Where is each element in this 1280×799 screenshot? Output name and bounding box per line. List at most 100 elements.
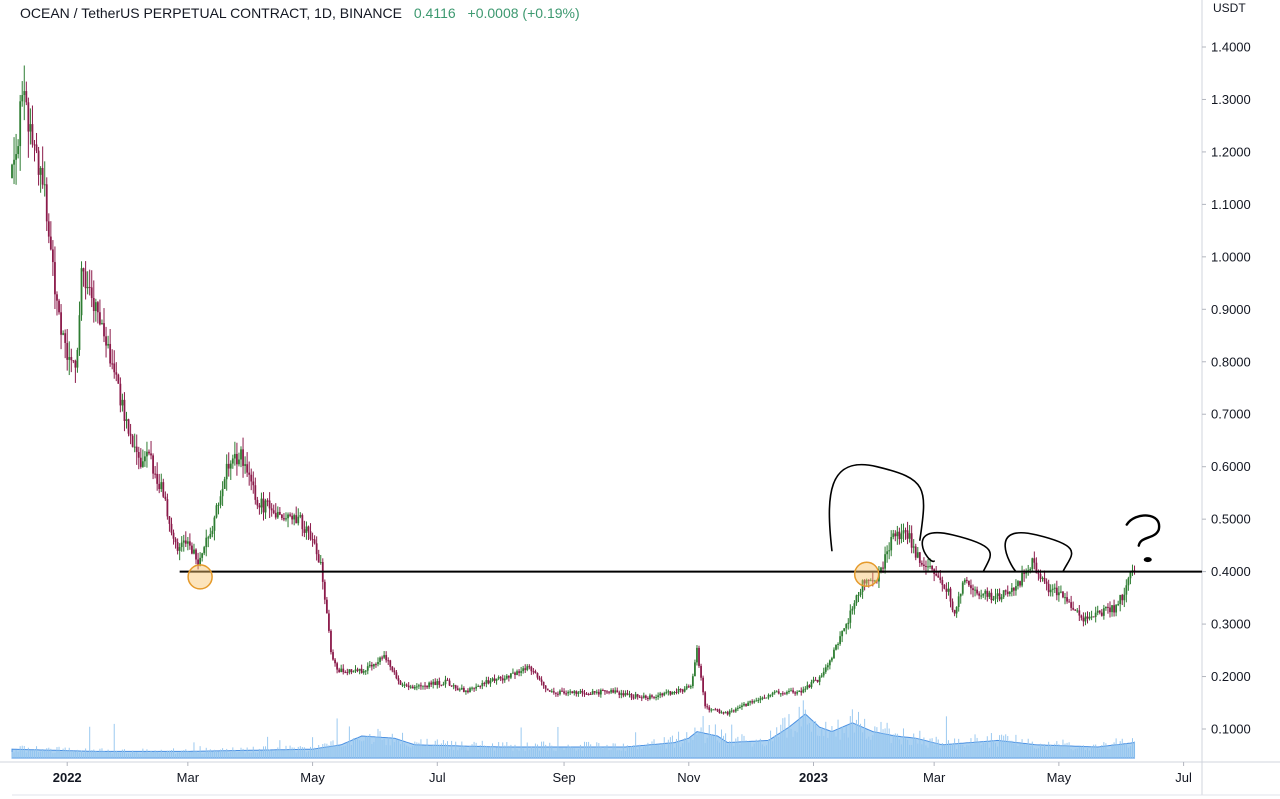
candle-body — [119, 383, 122, 406]
candle-body — [213, 517, 216, 531]
candle-body — [814, 679, 817, 681]
candle-body — [1070, 602, 1073, 608]
candle-body — [1047, 583, 1050, 593]
candle-body — [599, 690, 602, 695]
candle-body — [552, 691, 555, 693]
time-tick-label: Mar — [923, 770, 946, 785]
candle-body — [824, 667, 827, 672]
candle-body — [524, 668, 527, 670]
candle-body — [708, 707, 711, 711]
candle-body — [150, 453, 152, 456]
candle-body — [557, 693, 559, 695]
price-tick-label: 0.6000 — [1211, 459, 1251, 474]
candle-body — [528, 666, 531, 668]
candle-body — [679, 688, 682, 690]
candle-body — [74, 360, 77, 368]
candle-body — [994, 595, 997, 599]
candle-body — [109, 343, 112, 364]
time-tick-label: 2022 — [53, 770, 82, 785]
candle-body — [154, 473, 157, 475]
candle-body — [1015, 586, 1017, 591]
candle-body — [278, 511, 281, 515]
candle-body — [718, 709, 721, 713]
candle-body — [943, 584, 946, 589]
candle-body — [195, 549, 197, 560]
candle-body — [72, 360, 75, 362]
candle-body — [422, 685, 424, 687]
candle-body — [491, 678, 494, 681]
candle-body — [1125, 585, 1128, 595]
candle-body — [186, 541, 189, 544]
candle-body — [1045, 581, 1048, 584]
candle-body — [945, 588, 948, 592]
candle-body — [573, 691, 576, 694]
candle-body — [37, 150, 40, 175]
candle-body — [166, 499, 169, 517]
candle-body — [540, 679, 543, 682]
candle-body — [671, 692, 674, 695]
candle-body — [755, 700, 758, 702]
candle-body — [792, 690, 794, 693]
candle-body — [462, 687, 465, 692]
candle-body — [965, 579, 968, 581]
candle-body — [831, 658, 833, 661]
candle-body — [465, 690, 467, 692]
candle-body — [1117, 604, 1120, 606]
candle-body — [51, 249, 54, 263]
candle-body — [252, 481, 255, 486]
candle-body — [223, 479, 226, 489]
candle-body — [1121, 594, 1124, 601]
candle-body — [608, 691, 610, 693]
candle-body — [937, 575, 940, 578]
candle-body — [395, 672, 398, 679]
candle-body — [1043, 577, 1046, 582]
time-tick-label: 2023 — [799, 770, 828, 785]
candle-body — [1127, 578, 1130, 586]
candle-body — [972, 588, 974, 591]
candle-body — [716, 709, 719, 711]
candle-body — [354, 669, 357, 672]
candle-body — [258, 505, 261, 508]
candle-body — [722, 712, 725, 714]
candle-body — [591, 691, 594, 695]
candle-body — [818, 676, 821, 682]
candle-body — [444, 679, 447, 685]
candle-body — [375, 664, 377, 666]
candle-body — [33, 144, 36, 146]
candle-body — [368, 664, 371, 667]
candle-body — [446, 679, 449, 681]
candle-body — [620, 693, 623, 695]
candle-body — [27, 102, 30, 132]
candle-body — [191, 545, 193, 554]
candle-body — [1109, 607, 1111, 613]
candle-body — [963, 579, 966, 583]
candle-body — [276, 511, 279, 518]
time-tick-label: May — [1047, 770, 1072, 785]
candle-body — [589, 694, 592, 696]
candle-body — [757, 700, 760, 702]
candle-body — [970, 585, 972, 589]
candle-body — [350, 669, 353, 673]
candle-body — [751, 701, 754, 703]
candle-body — [644, 695, 647, 698]
time-tick-label: Sep — [552, 770, 575, 785]
candle-body — [516, 671, 518, 675]
price-tick-label: 1.3000 — [1211, 92, 1251, 107]
candle-body — [13, 159, 15, 165]
candle-body — [113, 363, 116, 373]
candle-body — [15, 154, 17, 160]
candle-body — [704, 692, 707, 707]
candle-body — [871, 580, 874, 582]
candle-body — [1102, 608, 1105, 616]
candle-body — [39, 167, 42, 175]
candle-body — [687, 686, 690, 688]
candle-body — [285, 518, 287, 520]
candle-body — [430, 682, 433, 685]
candle-body — [144, 456, 146, 462]
candle-body — [397, 678, 400, 681]
candle-body — [467, 690, 469, 693]
candle-body — [160, 482, 163, 490]
candle-body — [115, 372, 118, 375]
candle-body — [454, 685, 457, 689]
